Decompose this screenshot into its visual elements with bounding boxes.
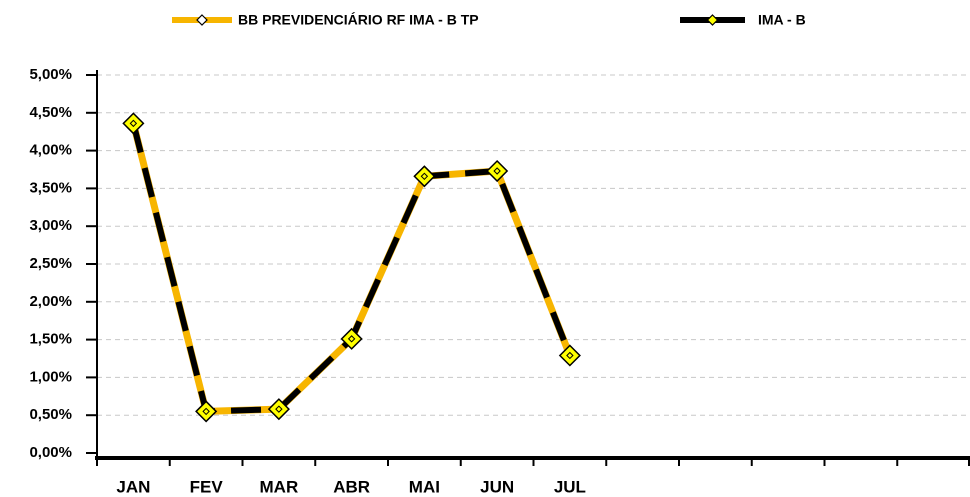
y-tick-label: 0,50%	[29, 406, 72, 423]
x-tick-label: JUN	[480, 477, 514, 496]
x-tick-label: MAI	[409, 477, 440, 496]
marker	[493, 167, 501, 175]
y-tick-label: 0,00%	[29, 444, 72, 461]
y-tick-label: 2,50%	[29, 255, 72, 272]
y-tick-label: 3,00%	[29, 217, 72, 234]
x-tick-label: JAN	[116, 477, 150, 496]
y-tick-label: 4,50%	[29, 104, 72, 121]
marker	[347, 335, 356, 343]
legend-label: BB PREVIDENCIÁRIO RF IMA - B TP	[238, 12, 479, 28]
marker	[420, 172, 429, 181]
y-tick-label: 1,00%	[29, 368, 72, 385]
x-tick-label: FEV	[190, 477, 224, 496]
x-tick-label: ABR	[333, 477, 370, 496]
marker	[275, 405, 283, 413]
legend-label: IMA - B	[758, 12, 806, 28]
legend-marker	[196, 14, 208, 26]
y-tick-label: 1,50%	[29, 331, 72, 348]
marker	[129, 119, 138, 128]
legend-marker	[706, 14, 719, 26]
series-line	[130, 122, 573, 415]
marker	[202, 407, 210, 416]
y-tick-label: 3,50%	[29, 179, 72, 196]
x-tick-label: JUL	[554, 477, 586, 496]
y-tick-label: 4,00%	[29, 142, 72, 159]
series-line	[129, 122, 574, 415]
x-tick-label: MAR	[260, 477, 299, 496]
y-tick-label: 5,00%	[29, 66, 72, 83]
marker	[566, 351, 574, 360]
y-tick-label: 2,00%	[29, 293, 72, 310]
